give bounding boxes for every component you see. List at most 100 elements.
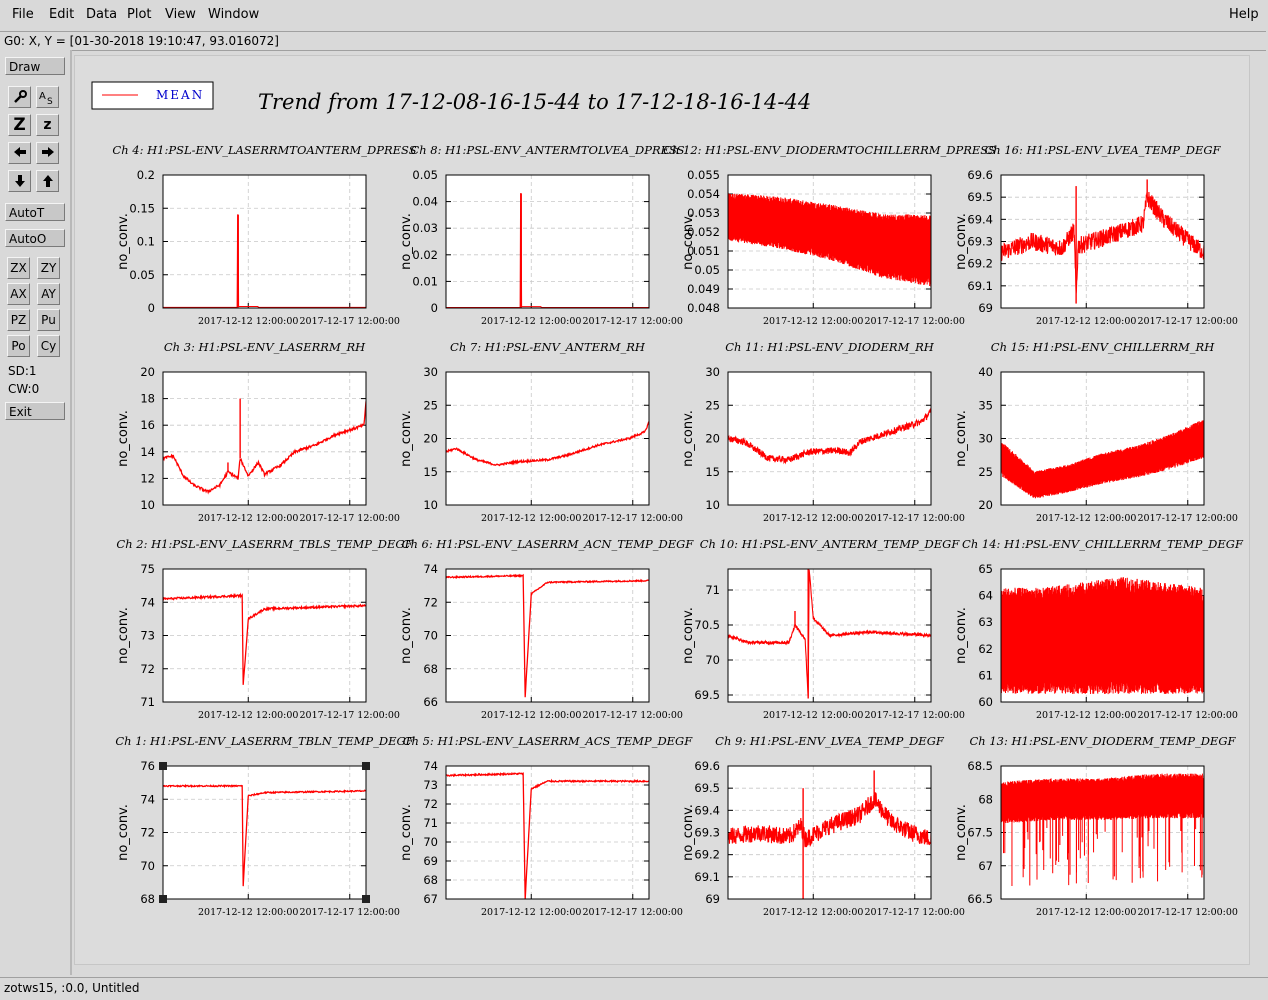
- draw-button[interactable]: Draw: [5, 57, 65, 75]
- trace-group: [163, 214, 366, 308]
- y-tick-label: 69: [423, 854, 438, 868]
- y-tick-label: 69.1: [694, 870, 720, 884]
- x-tick-label: 2017-12-12 12:00:00: [763, 710, 863, 721]
- pu-button[interactable]: Pu: [37, 309, 60, 331]
- chart-panel-10[interactable]: 66 68 70 72 74 2017-12-12 12:00:00 2017-12-17 …: [399, 537, 694, 721]
- y-tick-label: 71: [140, 695, 155, 709]
- ay-button[interactable]: AY: [37, 283, 60, 305]
- selection-handle[interactable]: [159, 762, 167, 770]
- chart-panel-2[interactable]: 0 0.01 0.02 0.03 0.04 0.05 2017-12-12 12:00:00…: [399, 143, 685, 327]
- plot-frame: [162, 568, 367, 703]
- y-tick-label: 75: [140, 562, 155, 576]
- trace-group: [163, 783, 366, 887]
- y-tick-label: 68: [423, 873, 438, 887]
- y-tick-label: 70.5: [694, 618, 720, 632]
- x-tick-label: 2017-12-17 12:00:00: [865, 907, 965, 918]
- main-title: Trend from 17-12-08-16-15-44 to 17-12-18…: [258, 90, 811, 114]
- pan-right-button[interactable]: [36, 142, 59, 164]
- series-line: [728, 792, 931, 848]
- zx-button[interactable]: ZX: [7, 257, 30, 279]
- y-tick-label: 40: [978, 365, 993, 379]
- y-tick-label: 0.05: [412, 168, 438, 182]
- chart-title: Ch 16: H1:PSL-ENV_LVEA_TEMP_DEGF: [984, 143, 1221, 157]
- chart-title: Ch 3: H1:PSL-ENV_LASERRM_RH: [164, 340, 366, 354]
- chart-panel-15[interactable]: 69 69.1 69.2 69.3 69.4 69.5 69.6 2017-12-12 12:…: [681, 734, 965, 918]
- y-tick-label: 15: [423, 465, 438, 479]
- x-tick-label: 2017-12-17 12:00:00: [1138, 710, 1238, 721]
- y-tick-label: 0.05: [129, 268, 155, 282]
- y-axis-label: no_conv.: [681, 213, 696, 270]
- y-tick-label: 63: [978, 615, 993, 629]
- x-tick-label: 2017-12-12 12:00:00: [198, 710, 298, 721]
- menu-data[interactable]: Data: [86, 7, 118, 22]
- x-tick-label: 2017-12-17 12:00:00: [865, 513, 965, 524]
- plot-frame: [727, 568, 932, 703]
- selection-handle[interactable]: [159, 895, 167, 903]
- y-axis-label: no_conv.: [116, 213, 131, 270]
- plot-frame: [445, 174, 650, 309]
- series-line: [446, 193, 649, 308]
- chart-panel-1[interactable]: 0 0.05 0.1 0.15 0.2 2017-12-12 12:00:00 2017-1…: [112, 143, 416, 327]
- menu-file[interactable]: File: [12, 7, 34, 22]
- y-tick-label: 61: [978, 668, 993, 682]
- y-tick-label: 69.6: [967, 168, 993, 182]
- status-text: zotws15, :0.0, Untitled: [4, 981, 140, 995]
- menu-edit[interactable]: Edit: [49, 7, 75, 22]
- selection-handle[interactable]: [362, 762, 370, 770]
- pan-left-button[interactable]: [8, 142, 31, 164]
- chart-panel-16[interactable]: 66.5 67 67.5 68 68.5 2017-12-12 12:00:00 2017-…: [954, 734, 1238, 918]
- menu-view[interactable]: View: [165, 7, 196, 22]
- y-axis-label: no_conv.: [399, 213, 414, 270]
- x-tick-label: 2017-12-12 12:00:00: [763, 907, 863, 918]
- exit-button[interactable]: Exit: [5, 402, 65, 420]
- y-tick-label: 74: [423, 759, 438, 773]
- plot-frame: [727, 174, 932, 309]
- ax-button[interactable]: AX: [7, 283, 30, 305]
- pan-down-button[interactable]: [8, 170, 31, 192]
- pz-button[interactable]: PZ: [7, 309, 30, 331]
- y-tick-label: 15: [705, 465, 720, 479]
- menu-plot[interactable]: Plot: [127, 7, 152, 22]
- chart-title: Ch 9: H1:PSL-ENV_LVEA_TEMP_DEGF: [715, 734, 945, 748]
- cw-readout: CW:0: [8, 382, 40, 396]
- arrow-up-icon: [42, 175, 53, 187]
- zoom-in-button[interactable]: Z: [8, 114, 31, 136]
- y-tick-label: 0.05: [694, 263, 720, 277]
- autoo-button[interactable]: AutoO: [5, 229, 65, 247]
- x-tick-label: 2017-12-17 12:00:00: [865, 316, 965, 327]
- chart-panel-7[interactable]: 10 15 20 25 30 2017-12-12 12:00:00 2017-12-17 …: [681, 340, 965, 524]
- autot-button[interactable]: AutoT: [5, 203, 65, 221]
- y-tick-label: 67.5: [967, 826, 993, 840]
- chart-panel-11[interactable]: 69.5 70 70.5 71 2017-12-12 12:00:00 2017-12-1…: [681, 537, 965, 721]
- trace-group: [163, 592, 366, 685]
- zoom-out-button[interactable]: z: [36, 114, 59, 136]
- zy-button[interactable]: ZY: [37, 257, 60, 279]
- chart-panel-14[interactable]: 67 68 69 70 71 72 73 74 2017-12-12 12:00:00 2017-…: [399, 734, 693, 918]
- pick-tool-button[interactable]: [8, 86, 31, 108]
- y-tick-label: 10: [140, 498, 155, 512]
- y-axis-label: no_conv.: [399, 607, 414, 664]
- chart-panel-5[interactable]: 10 12 14 16 18 20 2017-12-12 12:00:00 2017-12-1…: [116, 340, 400, 524]
- menu-window[interactable]: Window: [208, 7, 260, 22]
- po-button[interactable]: Po: [7, 335, 30, 357]
- chart-panel-12[interactable]: 60 61 62 63 64 65 2017-12-12 12:00:00 2017-12-1…: [954, 537, 1244, 721]
- series-line: [446, 421, 649, 467]
- pan-up-button[interactable]: [36, 170, 59, 192]
- chart-panel-9[interactable]: 71 72 73 74 75 2017-12-12 12:00:00 2017-12-17 …: [116, 537, 414, 721]
- y-tick-label: 0.02: [412, 248, 438, 262]
- plot-frame: [162, 765, 367, 900]
- chart-panel-13[interactable]: 68 70 72 74 76 2017-12-12 12:00:00 2017-12-17 …: [115, 734, 414, 918]
- y-tick-label: 69.4: [694, 803, 720, 817]
- y-tick-label: 20: [705, 432, 720, 446]
- cy-button[interactable]: Cy: [37, 335, 60, 357]
- chart-panel-3[interactable]: 0.048 0.049 0.05 0.051 0.052 0.053 0.054 0.055 2…: [663, 143, 996, 327]
- chart-panel-4[interactable]: 69 69.1 69.2 69.3 69.4 69.5 69.6 2017-12-12 12:…: [954, 143, 1238, 327]
- selection-handle[interactable]: [362, 895, 370, 903]
- x-tick-label: 2017-12-17 12:00:00: [300, 513, 400, 524]
- chart-panel-8[interactable]: 20 25 30 35 40 2017-12-12 12:00:00 2017-12-17 …: [954, 340, 1238, 524]
- y-tick-label: 67: [423, 892, 438, 906]
- menu-help[interactable]: Help: [1229, 7, 1259, 22]
- y-axis-label: no_conv.: [681, 410, 696, 467]
- chart-panel-6[interactable]: 10 15 20 25 30 2017-12-12 12:00:00 2017-12-17 …: [399, 340, 683, 524]
